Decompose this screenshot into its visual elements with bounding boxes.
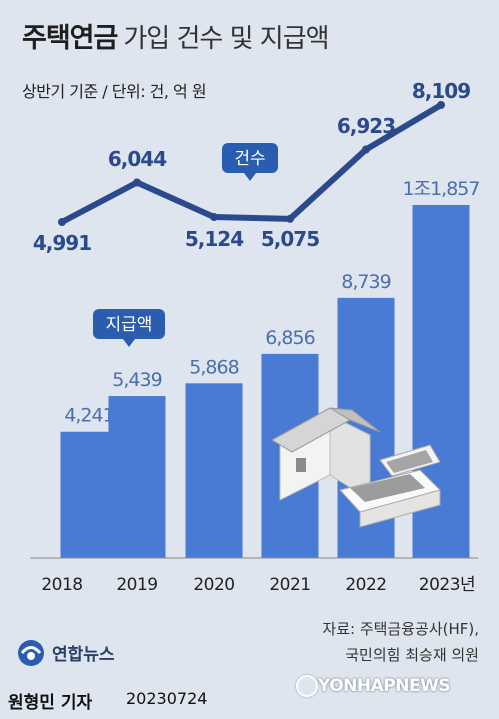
source-line-2: 국민의힘 최승재 의원 <box>345 646 479 664</box>
reporter-name: 원형민 기자 <box>8 693 93 713</box>
line-point-2018 <box>58 218 66 226</box>
bar-2020 <box>185 383 243 558</box>
bar-2019 <box>108 396 166 558</box>
bar-label-2022: 8,739 <box>341 271 390 293</box>
bar-label-2018: 4,241 <box>64 405 113 427</box>
line-series-count <box>59 102 444 225</box>
tag-count-box <box>222 143 278 173</box>
x-tick-2019: 2019 <box>116 575 157 595</box>
x-tick-2021: 2021 <box>269 575 310 595</box>
x-tick-2020: 2020 <box>193 575 234 595</box>
watermark-text: YONHAPNEWS <box>318 676 451 696</box>
house-illustration-icon <box>270 407 441 528</box>
title-bold: 주택연금 <box>22 23 118 54</box>
line-point-2023년 <box>437 101 445 109</box>
chart-title: 주택연금 가입 건수 및 지급액 <box>22 16 330 55</box>
x-tick-2023년: 2023년 <box>419 575 475 595</box>
logo-text: 연합뉴스 <box>52 645 115 665</box>
title-rest: 가입 건수 및 지급액 <box>123 24 329 54</box>
bar-label-2020: 5,868 <box>189 356 238 378</box>
line-point-2021 <box>286 214 294 223</box>
line-point-2022 <box>362 145 370 154</box>
x-tick-2018: 2018 <box>41 575 82 595</box>
tag-payment-box <box>93 309 165 339</box>
line-label-2020: 5,124 <box>185 227 243 251</box>
publish-date: 20230724 <box>126 689 208 708</box>
line-point-2019 <box>133 178 141 187</box>
watermark-icon <box>296 675 318 697</box>
bar-2018 <box>60 431 118 558</box>
line-label-2021: 5,075 <box>261 227 319 251</box>
line-label-2019: 6,044 <box>108 147 166 171</box>
bar-label-2019: 5,439 <box>112 369 161 391</box>
line-point-2020 <box>210 213 218 222</box>
yonhap-logo-icon <box>18 640 44 666</box>
tag-payment-text: 지급액 <box>106 315 153 335</box>
x-tick-2022: 2022 <box>345 575 386 595</box>
tag-count-pointer <box>244 173 256 181</box>
tag-payment-pointer <box>123 339 135 347</box>
line-label-2022: 6,923 <box>337 114 395 138</box>
source-line-1: 자료: 주택금융공사(HF), <box>322 620 479 638</box>
bar-label-2021: 6,856 <box>265 327 314 349</box>
line-label-2023년: 8,109 <box>412 79 470 103</box>
bar-label-2023년: 1조1,857 <box>403 178 480 200</box>
tag-count-text: 건수 <box>234 149 265 169</box>
chart-subtitle: 상반기 기준 / 단위: 건, 억 원 <box>22 82 207 101</box>
line-label-2018: 4,991 <box>33 231 91 255</box>
source-note: 자료: 주택금융공사(HF), 국민의힘 최승재 의원 <box>322 616 479 668</box>
